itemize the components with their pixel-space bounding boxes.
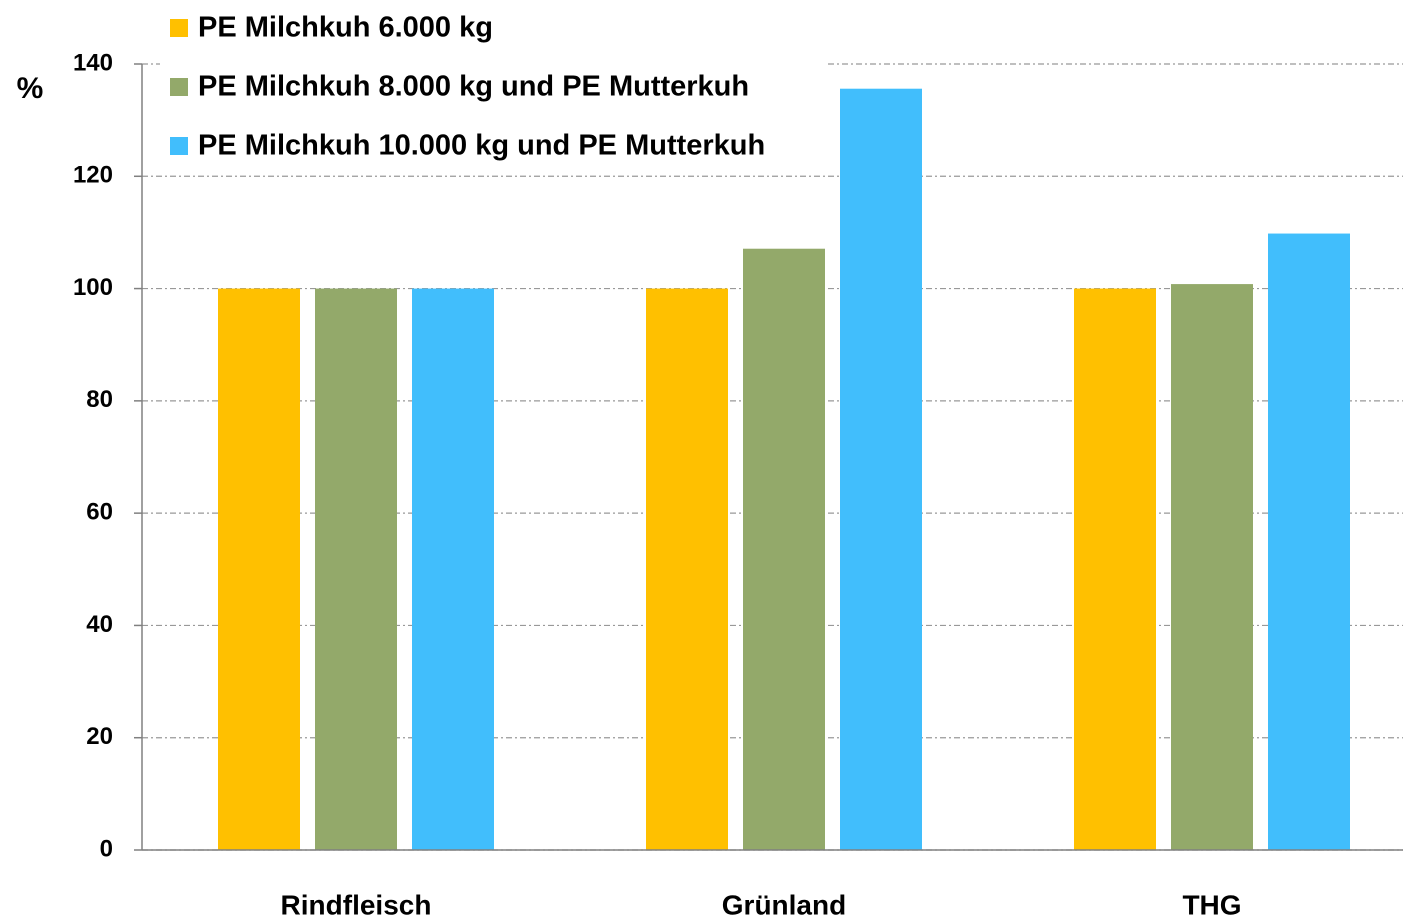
y-tick-label: 100 — [73, 274, 113, 301]
legend-label: PE Milchkuh 10.000 kg und PE Mutterkuh — [198, 130, 765, 162]
legend-swatch — [170, 78, 188, 96]
bar — [315, 288, 397, 851]
y-axis-label: % — [17, 72, 44, 105]
y-tick-label: 40 — [86, 611, 113, 638]
legend-swatch — [170, 19, 188, 37]
bar — [412, 288, 494, 851]
legend-background — [160, 0, 825, 170]
bar — [218, 288, 300, 851]
y-tick-label: 20 — [86, 723, 113, 750]
y-tick-label: 140 — [73, 49, 113, 76]
bar — [840, 88, 922, 850]
bar — [646, 288, 728, 851]
y-tick-label: 80 — [86, 386, 113, 413]
bar — [1074, 288, 1156, 851]
legend-label: PE Milchkuh 8.000 kg und PE Mutterkuh — [198, 71, 749, 103]
x-tick-label: Rindfleisch — [281, 889, 432, 920]
bar — [743, 248, 825, 850]
y-tick-label: 120 — [73, 162, 113, 189]
y-tick-label: 0 — [100, 835, 113, 862]
x-tick-label: Grünland — [722, 889, 846, 920]
legend-swatch — [170, 137, 188, 155]
legend-label: PE Milchkuh 6.000 kg — [198, 12, 493, 44]
x-tick-label: THG — [1182, 889, 1241, 920]
bar — [1268, 233, 1350, 851]
bar — [1171, 284, 1253, 851]
y-tick-label: 60 — [86, 498, 113, 525]
